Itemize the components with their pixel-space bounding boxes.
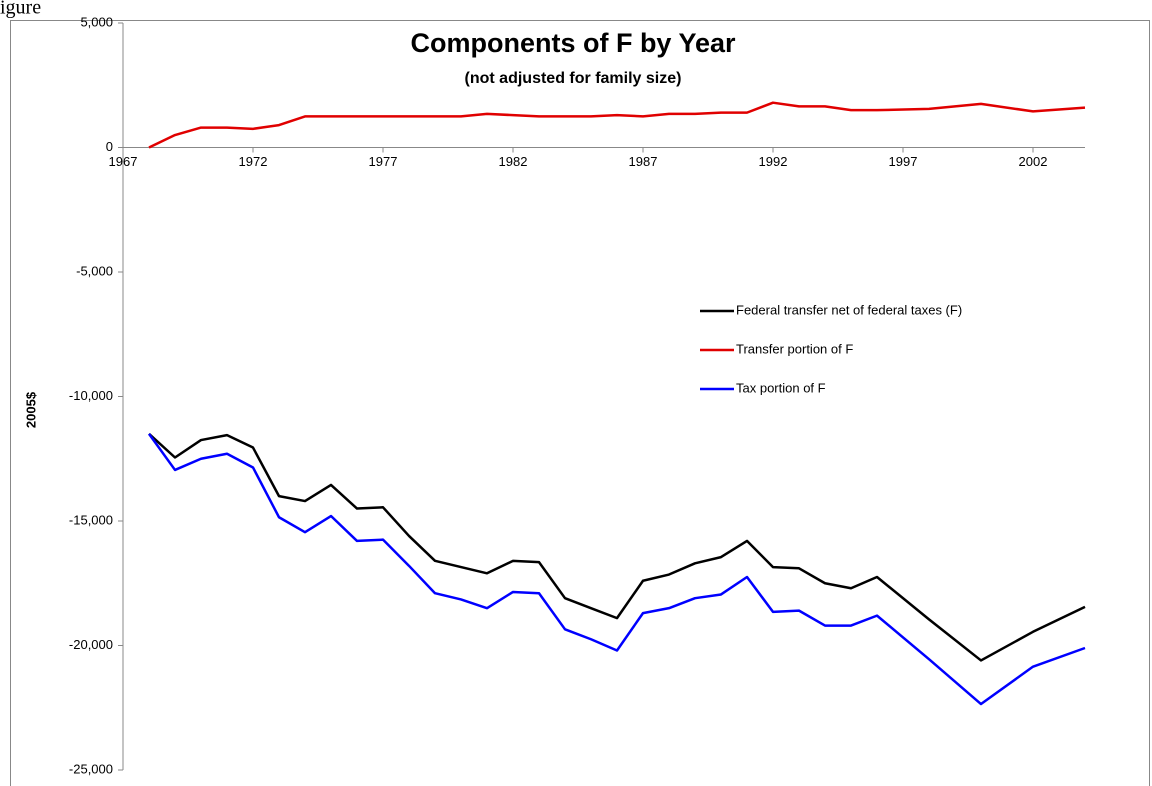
chart-title: Components of F by Year [410, 28, 736, 58]
x-tick-label: 2002 [1019, 154, 1048, 169]
chart-frame [10, 20, 1150, 786]
y-tick-label: -10,000 [69, 388, 113, 403]
x-tick-label: 1972 [239, 154, 268, 169]
x-tick-label: 1967 [109, 154, 138, 169]
y-axis-label: 2005$ [23, 391, 38, 428]
x-tick-label: 1992 [759, 154, 788, 169]
y-tick-label: 0 [106, 139, 113, 154]
legend-label: Tax portion of F [736, 380, 826, 395]
caption: igure [0, 0, 41, 19]
legend-label: Transfer portion of F [736, 341, 853, 356]
y-tick-label: -5,000 [76, 263, 113, 278]
x-tick-label: 1987 [629, 154, 658, 169]
legend-label: Federal transfer net of federal taxes (F… [736, 302, 962, 317]
series-line [147, 433, 1086, 706]
x-tick-label: 1977 [369, 154, 398, 169]
chart-subtitle: (not adjusted for family size) [465, 70, 682, 87]
x-tick-label: 1982 [499, 154, 528, 169]
series-line [148, 432, 1086, 662]
y-tick-label: 5,000 [80, 14, 113, 29]
y-tick-label: -20,000 [69, 637, 113, 652]
y-tick-label: -15,000 [69, 512, 113, 527]
x-tick-label: 1997 [889, 154, 918, 169]
y-tick-label: -25,000 [69, 761, 113, 776]
series-line [148, 101, 1086, 149]
